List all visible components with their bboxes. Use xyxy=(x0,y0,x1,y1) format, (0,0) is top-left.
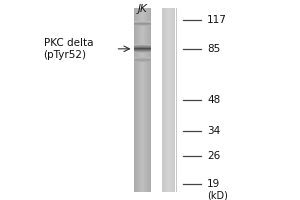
Bar xyxy=(176,8,177,192)
Bar xyxy=(162,8,163,192)
Bar xyxy=(173,8,174,192)
Bar xyxy=(163,8,164,192)
Text: 85: 85 xyxy=(207,44,220,54)
Bar xyxy=(165,8,166,192)
Text: 34: 34 xyxy=(207,126,220,136)
Text: JK: JK xyxy=(138,4,147,14)
Text: 19: 19 xyxy=(207,179,220,189)
Text: 48: 48 xyxy=(207,95,220,105)
Bar xyxy=(134,52,151,53)
Bar xyxy=(134,47,151,48)
Bar xyxy=(134,59,151,60)
Bar xyxy=(134,51,151,52)
Bar xyxy=(134,60,151,61)
Bar xyxy=(175,8,176,192)
Bar xyxy=(134,48,151,49)
Bar xyxy=(134,50,151,51)
Bar xyxy=(169,8,170,192)
Bar xyxy=(164,8,165,192)
Bar xyxy=(134,46,151,47)
Text: 117: 117 xyxy=(207,15,227,25)
Bar xyxy=(134,44,151,45)
Bar xyxy=(167,8,168,192)
Bar xyxy=(134,49,151,50)
Bar xyxy=(134,61,151,62)
Bar xyxy=(134,57,151,58)
Text: PKC delta
(pTyr52): PKC delta (pTyr52) xyxy=(44,38,93,60)
Bar xyxy=(166,8,167,192)
Bar xyxy=(170,8,171,192)
Text: 26: 26 xyxy=(207,151,220,161)
Bar xyxy=(172,8,173,192)
Bar xyxy=(168,8,169,192)
Text: (kD): (kD) xyxy=(207,191,228,200)
Bar xyxy=(171,8,172,192)
Bar xyxy=(174,8,175,192)
Bar xyxy=(134,45,151,46)
Bar xyxy=(134,58,151,59)
Bar xyxy=(169,8,170,192)
